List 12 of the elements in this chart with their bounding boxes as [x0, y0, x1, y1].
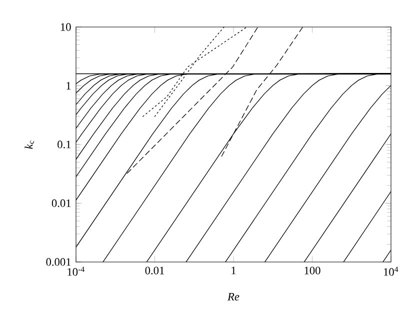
- y-axis-title: k$_{c}$: [24, 140, 34, 149]
- y-tick-label: 0.1: [58, 140, 71, 148]
- y-tick-label: 0.01: [52, 199, 71, 208]
- x-tick-label: 10$^{-4}$: [68, 266, 85, 276]
- x-tick-label: 10$^{4}$: [384, 266, 398, 276]
- x-tick-label: 0.01: [145, 266, 164, 274]
- y-tick-label: 1: [66, 82, 71, 90]
- x-tick-label: 1: [232, 266, 236, 274]
- y-tick-label: 10: [60, 23, 71, 31]
- x-tick-label: 100: [304, 266, 320, 274]
- y-tick-label: 0.001: [46, 258, 71, 266]
- x-axis-title: Re: [227, 292, 240, 300]
